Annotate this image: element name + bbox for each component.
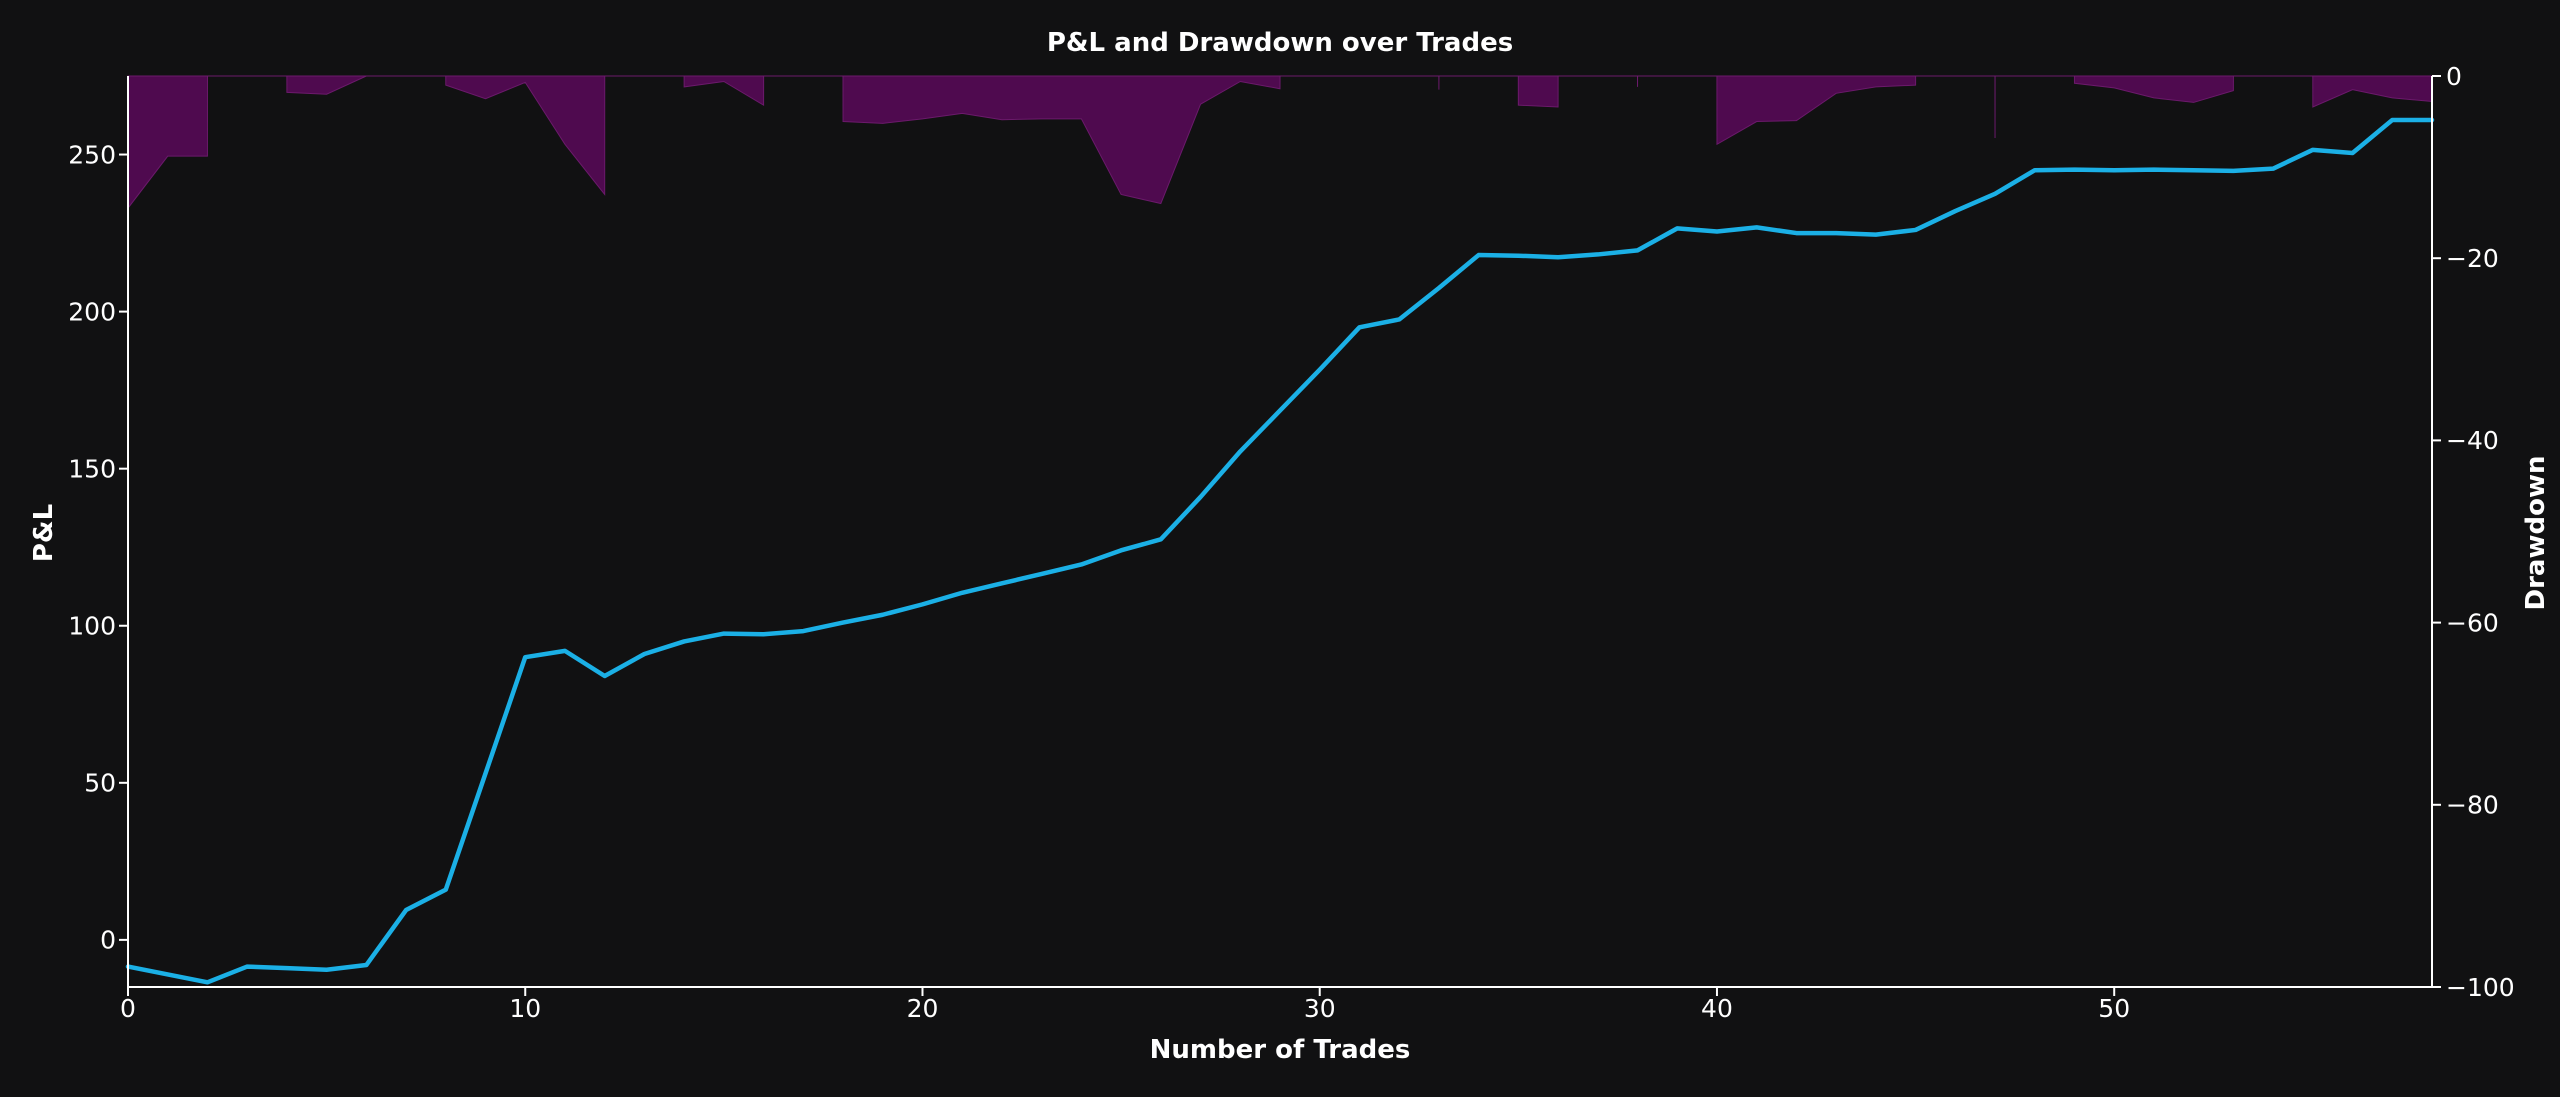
y-axis-label: P&L <box>29 504 59 562</box>
y2-tick-label: 0 <box>2446 62 2462 91</box>
y2-tick-label: −100 <box>2446 973 2515 1002</box>
drawdown-area <box>127 75 2433 210</box>
x-tick-label: 40 <box>1701 994 1733 1023</box>
y-tick-label: 50 <box>84 769 116 798</box>
x-tick-label: 10 <box>509 994 541 1023</box>
y2-axis-ticks: 0 −20 −40 −60 −80 −100 <box>2432 62 2515 1002</box>
x-axis-ticks: 0 10 20 30 40 50 <box>120 987 2130 1023</box>
y-tick-label: 200 <box>68 297 116 326</box>
pnl-line <box>125 117 2435 985</box>
x-tick-label: 0 <box>120 994 136 1023</box>
y2-tick-label: −20 <box>2446 244 2499 273</box>
y-tick-label: 250 <box>68 140 116 169</box>
x-tick-label: 20 <box>907 994 939 1023</box>
y-tick-label: 100 <box>68 611 116 640</box>
x-axis-label: Number of Trades <box>1150 1035 1411 1065</box>
y2-tick-label: −40 <box>2446 426 2499 455</box>
drawdown-area-layer <box>127 75 2433 210</box>
pnl-line-layer <box>125 117 2435 985</box>
y-tick-label: 0 <box>100 926 116 955</box>
y2-axis-label: Drawdown <box>2521 456 2551 611</box>
axes <box>127 76 2433 988</box>
x-tick-label: 50 <box>2098 994 2130 1023</box>
y2-tick-label: −80 <box>2446 791 2499 820</box>
y-tick-label: 150 <box>68 454 116 483</box>
y-axis-ticks: 0 50 100 150 200 250 <box>68 140 128 955</box>
y2-tick-label: −60 <box>2446 608 2499 637</box>
chart-title: P&L and Drawdown over Trades <box>1047 28 1513 58</box>
x-tick-label: 30 <box>1304 994 1336 1023</box>
